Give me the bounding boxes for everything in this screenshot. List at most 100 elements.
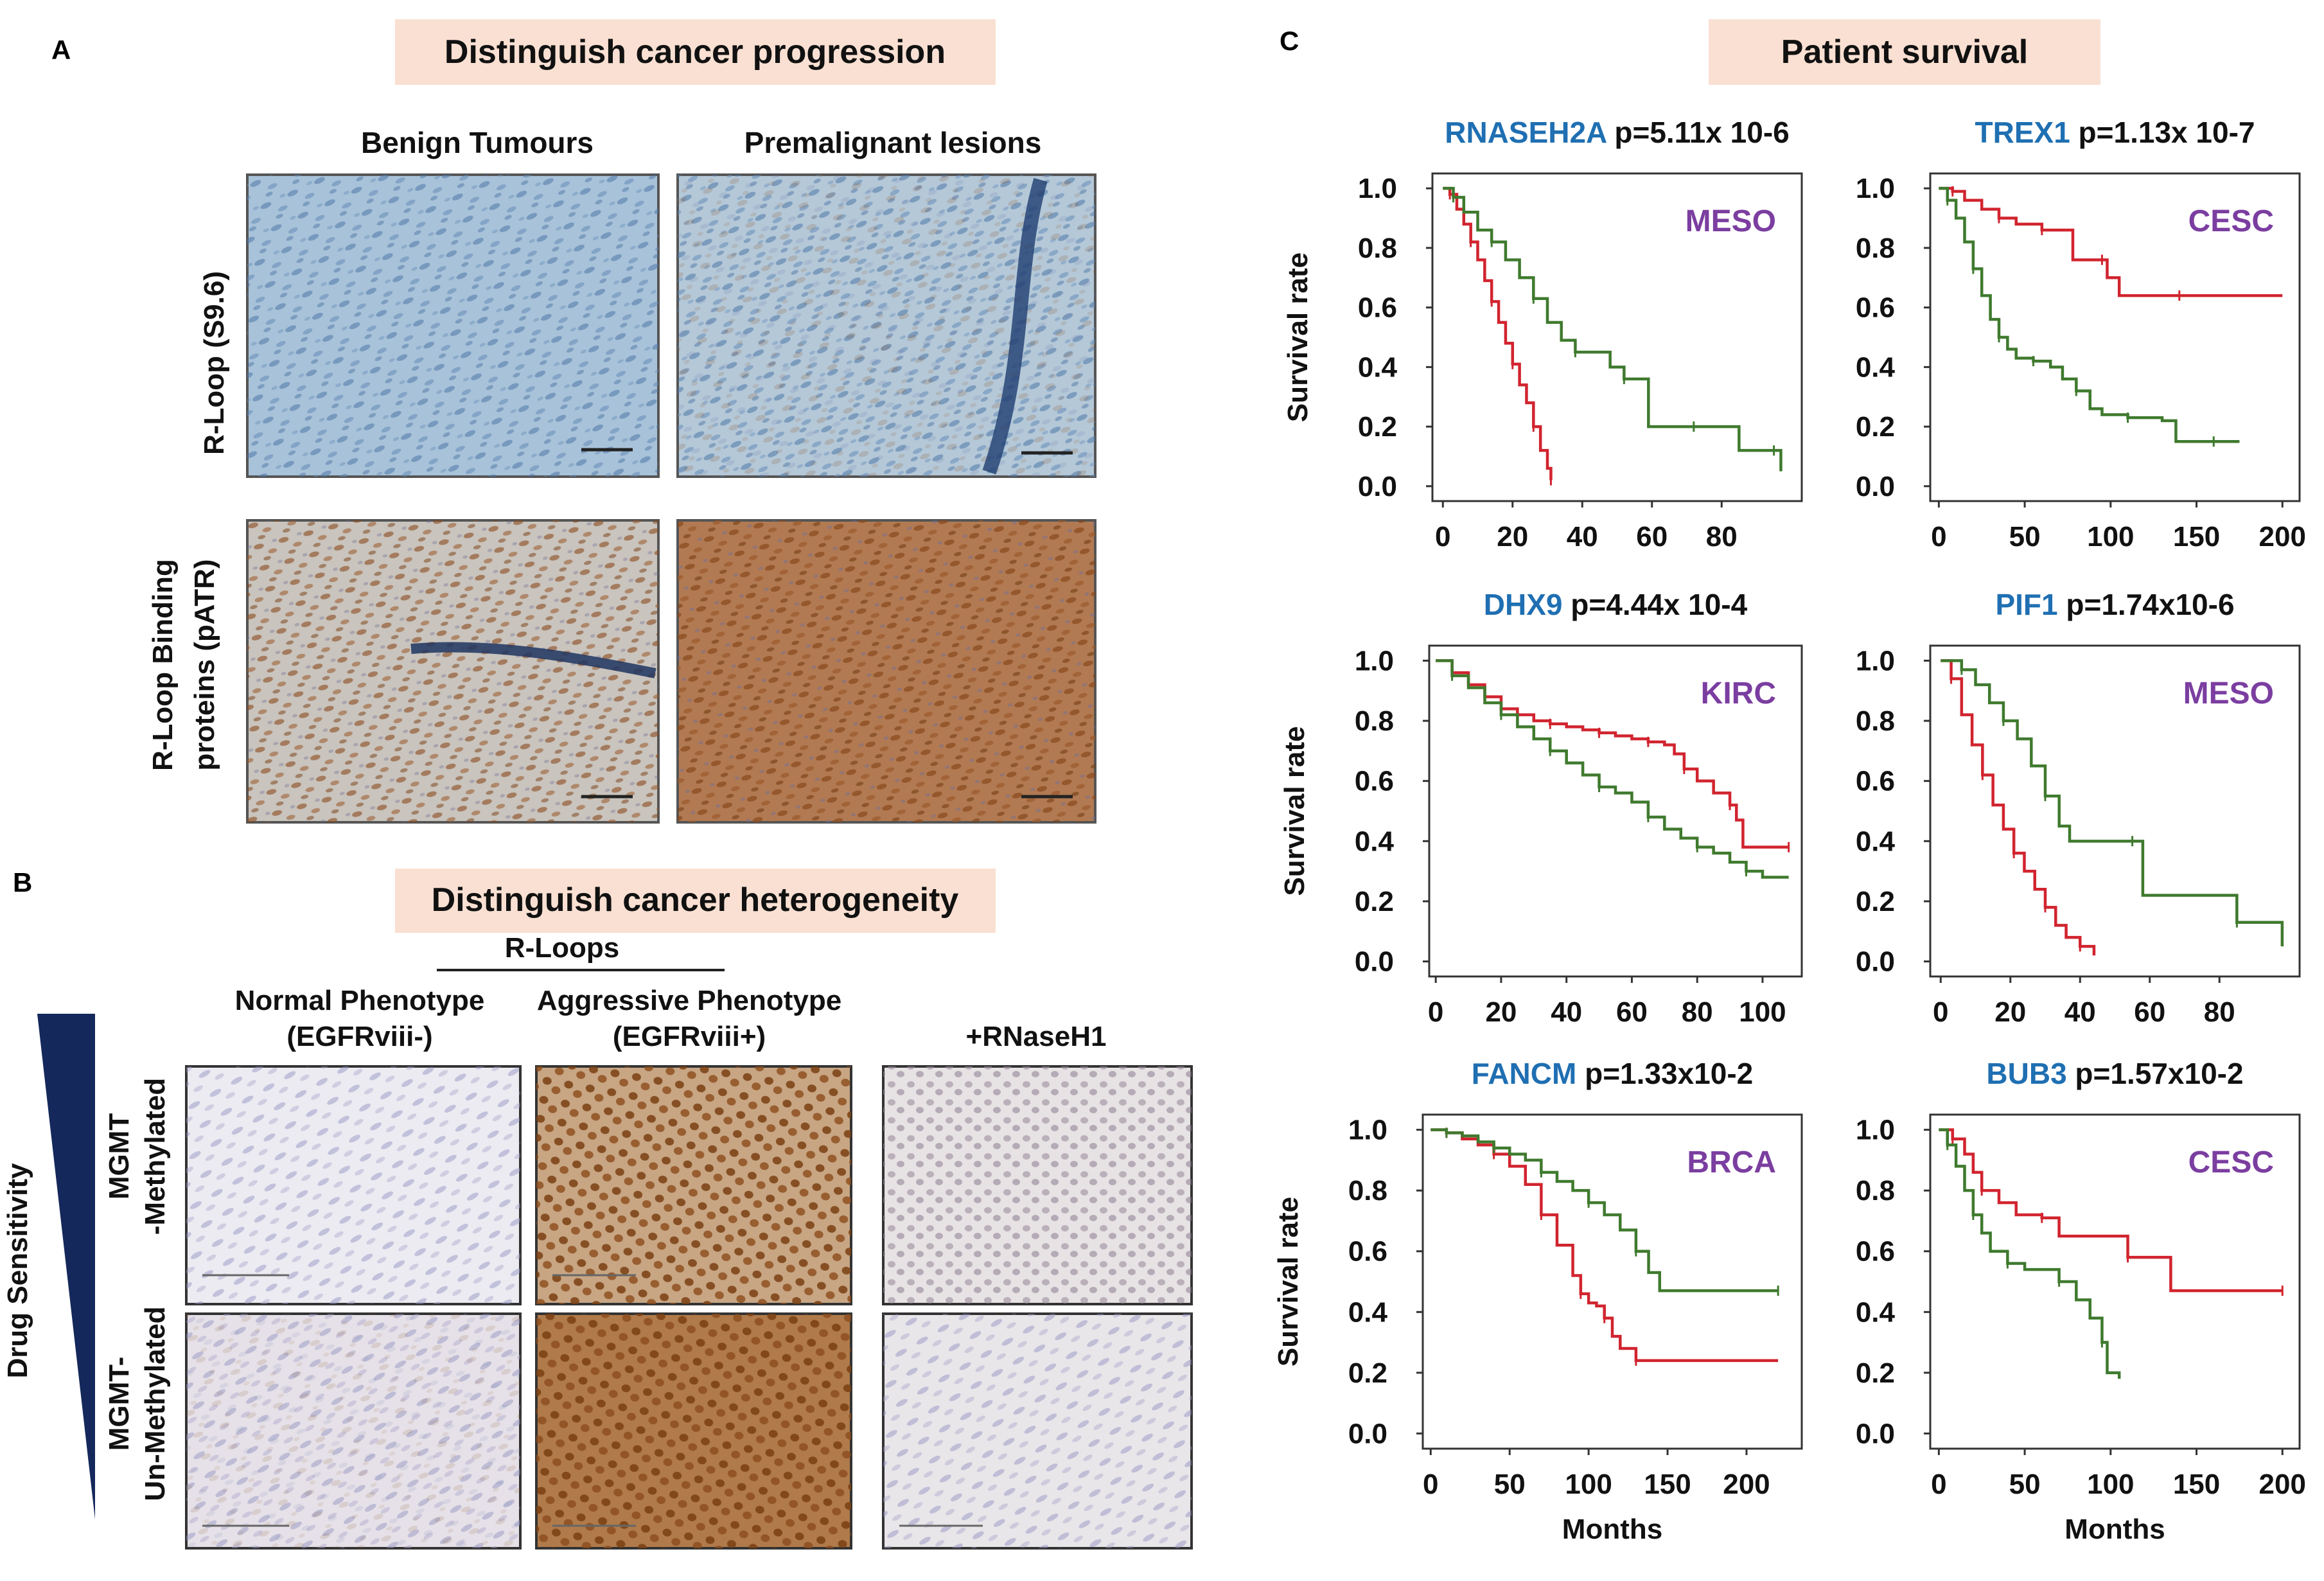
y-tick-label: 0.2 <box>1348 1357 1387 1389</box>
x-tick-label: 50 <box>2009 521 2041 552</box>
x-tick-label: 200 <box>1723 1469 1770 1500</box>
gene-name: TREX1 <box>1975 116 2070 149</box>
survival-curve-low-risk <box>1436 659 1789 879</box>
y-tick-label: 1.0 <box>1856 173 1895 204</box>
premalignant-header: Premalignant lesions <box>744 126 1042 159</box>
micrograph-normal-methylated <box>185 1065 522 1305</box>
km-chart-bub3: BUB3 p=1.57x10-2 CESC 1.0 0.8 0.6 0.4 0.2 0.0 0 5… <box>1856 1057 2306 1545</box>
km-chart-trex1: TREX1 p=1.13x 10-7 CESC 1.0 0.8 0.6 0.4 0.2 0.0… <box>1856 116 2306 552</box>
chart-title: BUB3 p=1.57x10-2 <box>1986 1057 2243 1090</box>
panel-c-banner-box <box>1709 19 2100 85</box>
plot-frame <box>1929 172 2301 502</box>
y-tick-label: 1.0 <box>1856 1115 1895 1146</box>
y-tick-label: 0.0 <box>1358 471 1397 502</box>
survival-curve-high-risk <box>1939 186 2283 297</box>
x-tick-label: 200 <box>2259 521 2306 552</box>
y-tick-label: 0.6 <box>1856 292 1895 324</box>
plot-frame <box>1428 644 1803 978</box>
y-tick-label: 1.0 <box>1856 645 1895 676</box>
gene-name: FANCM <box>1472 1057 1577 1090</box>
benign-header: Benign Tumours <box>361 126 594 159</box>
panel-b: B Distinguish cancer heterogeneity R-Loo… <box>2 867 1193 1550</box>
row-label-rloop-s96: R-Loop (S9.6) <box>198 271 230 455</box>
cancer-type-label: BRCA <box>1687 1145 1776 1179</box>
panel-c: C Patient survival <box>1280 19 2100 85</box>
y-axis-label: Survival rate <box>1272 1197 1304 1366</box>
rnaseh1-header: +RNaseH1 <box>966 1021 1107 1052</box>
panel-a: A Distinguish cancer progression Benign … <box>51 19 1096 824</box>
y-tick-label: 0.2 <box>1856 1357 1895 1389</box>
drug-sensitivity-wedge <box>37 1014 95 1519</box>
km-chart-dhx9: DHX9 p=4.44x 10-4 KIRC 1.0 0.8 0.6 0.4 0.2 0.0 0… <box>1279 588 1803 1028</box>
km-chart-rnaseh2a: RNASEH2A p=5.11x 10-6 MESO 1.0 0.8 0.6 0.4 0.2… <box>1282 116 1803 552</box>
survival-charts: RNASEH2A p=5.11x 10-6 MESO 1.0 0.8 0.6 0.4 0.2… <box>1272 116 2306 1545</box>
x-tick-label: 60 <box>1636 521 1668 552</box>
x-tick-label: 0 <box>1933 996 1948 1028</box>
micrograph-aggressive-unmethylated <box>535 1312 852 1550</box>
y-tick-label: 0.2 <box>1856 411 1895 443</box>
panel-b-letter: B <box>13 867 32 897</box>
gene-name: PIF1 <box>1995 588 2057 621</box>
normal-phenotype-line1: Normal Phenotype <box>235 985 485 1016</box>
panel-b-banner-box <box>395 869 996 933</box>
survival-curve-low-risk <box>1941 659 2284 947</box>
y-tick-label: 0.4 <box>1856 351 1896 383</box>
y-tick-label: 0.4 <box>1355 826 1395 857</box>
km-chart-pif1: PIF1 p=1.74x10-6 MESO 1.0 0.8 0.6 0.4 0.2 0.0 0 2… <box>1856 588 2301 1028</box>
normal-phenotype-line2: (EGFRviii-) <box>286 1021 432 1052</box>
p-value: p=5.11x 10-6 <box>1607 116 1790 149</box>
x-tick-label: 50 <box>1494 1469 1526 1500</box>
survival-curve-high-risk <box>1443 186 1553 481</box>
x-tick-label: 20 <box>1497 521 1528 552</box>
gene-name: BUB3 <box>1986 1057 2066 1090</box>
row-label-binding-line1: R-Loop Binding <box>147 559 179 771</box>
drug-sensitivity-label: Drug Sensitivity <box>2 1163 33 1378</box>
x-tick-label: 200 <box>2259 1469 2306 1500</box>
y-tick-label: 0.4 <box>1856 1296 1896 1328</box>
y-tick-label: 0.6 <box>1856 766 1895 797</box>
gene-name: DHX9 <box>1484 588 1563 621</box>
p-value: p=4.44x 10-4 <box>1563 588 1748 621</box>
y-tick-label: 0.0 <box>1348 1418 1387 1449</box>
y-tick-label: 0.4 <box>1358 351 1398 383</box>
y-axis-label: Survival rate <box>1279 726 1310 896</box>
x-tick-label: 100 <box>2087 521 2134 552</box>
row-label-methylated-line1: MGMT <box>103 1113 135 1200</box>
chart-title: RNASEH2A p=5.11x 10-6 <box>1445 116 1790 149</box>
x-tick-label: 0 <box>1423 1469 1438 1500</box>
gene-name: RNASEH2A <box>1445 116 1607 149</box>
km-chart-fancm: FANCM p=1.33x10-2 BRCA 1.0 0.8 0.6 0.4 0.2 0.0 0… <box>1272 1057 1803 1545</box>
aggressive-phenotype-line1: Aggressive Phenotype <box>537 985 841 1016</box>
y-tick-label: 0.8 <box>1355 705 1394 737</box>
panel-c-banner: Patient survival <box>1781 33 2028 71</box>
y-tick-label: 0.0 <box>1856 1418 1895 1449</box>
x-tick-label: 60 <box>2134 996 2165 1028</box>
y-tick-label: 0.2 <box>1355 886 1394 917</box>
panel-a-letter: A <box>51 35 71 65</box>
x-axis-label: Months <box>1562 1514 1662 1545</box>
x-axis-label: Months <box>2064 1514 2165 1545</box>
row-label-unmethylated-line2: Un-Methylated <box>139 1306 171 1501</box>
y-tick-label: 0.8 <box>1856 1175 1895 1206</box>
x-tick-label: 150 <box>1644 1469 1691 1500</box>
y-tick-label: 0.2 <box>1856 886 1895 917</box>
y-tick-label: 0.8 <box>1348 1175 1387 1206</box>
p-value: p=1.74x10-6 <box>2058 588 2235 621</box>
y-tick-label: 0.6 <box>1348 1236 1387 1267</box>
x-tick-label: 40 <box>2064 996 2096 1028</box>
micrograph-rnaseh1-unmethylated <box>882 1312 1193 1550</box>
micrograph-benign-patr <box>246 519 660 824</box>
p-value: p=1.13x 10-7 <box>2070 116 2255 149</box>
micrograph-premalignant-s96 <box>676 173 1096 478</box>
x-tick-label: 60 <box>1616 996 1648 1028</box>
micrograph-normal-unmethylated <box>185 1312 522 1550</box>
micrograph-aggressive-methylated <box>535 1065 852 1305</box>
x-tick-label: 100 <box>2087 1469 2134 1500</box>
chart-title: FANCM p=1.33x10-2 <box>1472 1057 1753 1090</box>
chart-title: PIF1 p=1.74x10-6 <box>1995 588 2234 621</box>
row-label-methylated-line2: -Methylated <box>139 1078 171 1235</box>
survival-curve-high-risk <box>1941 659 2096 956</box>
y-tick-label: 0.8 <box>1856 705 1895 737</box>
y-tick-label: 1.0 <box>1358 173 1397 204</box>
